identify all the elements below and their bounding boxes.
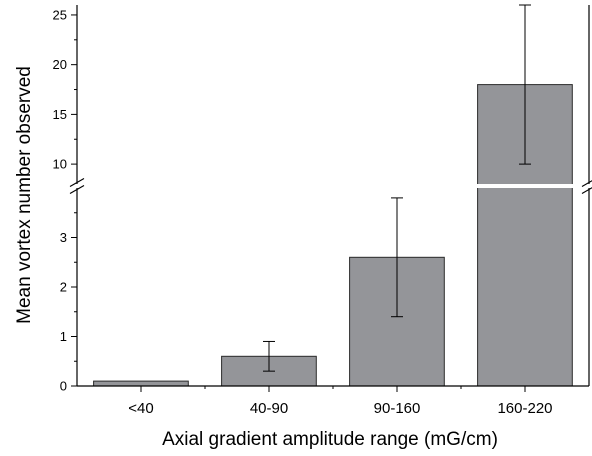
axis-break bbox=[69, 178, 592, 194]
axis-break-mark bbox=[69, 185, 85, 194]
x-tick-label: <40 bbox=[128, 400, 153, 417]
y-tick-label: 20 bbox=[53, 57, 67, 72]
x-tick-label: 160-220 bbox=[497, 400, 552, 417]
y-axis-title: Mean vortex number observed bbox=[14, 66, 35, 324]
y-tick-label: 15 bbox=[53, 107, 67, 122]
x-axis-title: Axial gradient amplitude range (mG/cm) bbox=[162, 429, 498, 450]
y-tick-label: 2 bbox=[60, 280, 67, 295]
y-tick-label: 3 bbox=[60, 230, 67, 245]
y-tick-label: 10 bbox=[53, 157, 67, 172]
y-tick-label: 25 bbox=[53, 7, 67, 22]
ticks-layer: 0 1 2 3 10 15 20 25 <40 40-90 90-160 160-220 bbox=[53, 7, 553, 417]
axis-break-mark bbox=[69, 178, 85, 187]
y-tick-label: 0 bbox=[60, 379, 67, 394]
error-bars-layer bbox=[263, 4, 531, 372]
x-tick-label: 90-160 bbox=[374, 400, 421, 417]
axis-break-mark bbox=[581, 187, 592, 194]
axis-break-gap bbox=[69, 184, 592, 188]
x-tick-label: 40-90 bbox=[250, 400, 288, 417]
axis-break-mark bbox=[581, 180, 592, 187]
bars-layer bbox=[93, 84, 573, 387]
bar-0 bbox=[93, 380, 189, 387]
y-tick-label: 1 bbox=[60, 329, 67, 344]
